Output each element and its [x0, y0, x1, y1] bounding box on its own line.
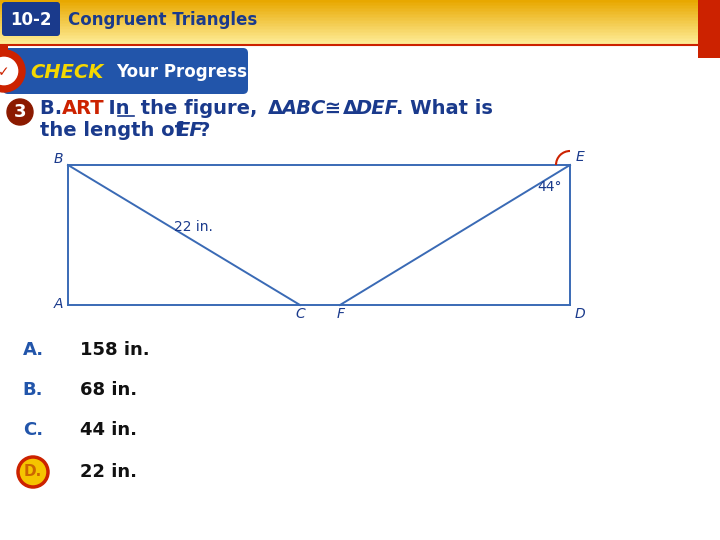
Bar [0, 3, 720, 4]
Circle shape [0, 57, 18, 85]
Text: ≅: ≅ [318, 98, 348, 118]
Bar [0, 45, 8, 60]
FancyBboxPatch shape [2, 2, 60, 36]
Bar [0, 12, 720, 14]
Text: Δ: Δ [343, 98, 358, 118]
Bar [0, 15, 720, 17]
Text: the figure,: the figure, [134, 98, 264, 118]
Text: 158 in.: 158 in. [80, 341, 150, 359]
Text: Δ: Δ [268, 98, 283, 118]
Bar [0, 39, 720, 40]
Bar [0, 29, 720, 30]
Text: F: F [337, 307, 345, 321]
Bar [0, 33, 720, 35]
Bar [0, 37, 720, 39]
Text: . What is: . What is [396, 98, 493, 118]
Text: D: D [575, 307, 585, 321]
Bar [0, 23, 720, 24]
Bar [0, 25, 720, 27]
Text: 22 in.: 22 in. [174, 220, 213, 234]
Text: E: E [576, 150, 585, 164]
Bar [0, 10, 720, 12]
Bar [0, 9, 720, 10]
Bar [0, 14, 720, 15]
Text: 3: 3 [14, 103, 26, 121]
Text: A: A [54, 297, 63, 311]
Bar [0, 4, 720, 6]
Text: 10-2: 10-2 [10, 11, 52, 29]
Bar [0, 42, 720, 44]
Text: B: B [54, 152, 63, 166]
Text: 68 in.: 68 in. [80, 381, 137, 399]
Bar [0, 35, 720, 36]
Text: DEF: DEF [356, 98, 399, 118]
Text: Congruent Triangles: Congruent Triangles [68, 11, 257, 29]
Text: ✓: ✓ [0, 65, 10, 79]
Bar [0, 8, 720, 9]
Bar [698, 0, 720, 58]
Text: CHECK: CHECK [30, 63, 104, 82]
Bar [0, 44, 720, 45]
Text: In: In [95, 98, 130, 118]
Text: ABC: ABC [281, 98, 325, 118]
Bar [0, 2, 720, 3]
Text: C: C [295, 307, 305, 321]
Bar [0, 0, 720, 2]
FancyBboxPatch shape [3, 48, 248, 94]
Text: D.: D. [24, 464, 42, 480]
Text: B.: B. [40, 98, 69, 118]
Bar [0, 27, 720, 29]
Bar [0, 19, 720, 21]
Text: the length of: the length of [40, 120, 190, 139]
Bar [0, 17, 720, 18]
Bar [0, 40, 720, 42]
Text: C.: C. [23, 421, 43, 439]
Text: ART: ART [62, 98, 104, 118]
Bar [0, 36, 720, 37]
Bar [0, 24, 720, 25]
Circle shape [0, 50, 25, 92]
Bar [0, 6, 720, 8]
Circle shape [18, 457, 48, 487]
Bar [0, 21, 720, 23]
Text: 44 in.: 44 in. [80, 421, 137, 439]
Bar [0, 18, 720, 19]
Bar [0, 31, 720, 33]
Text: EF: EF [177, 120, 204, 139]
Text: 22 in.: 22 in. [80, 463, 137, 481]
Text: A.: A. [22, 341, 44, 359]
Text: 44°: 44° [537, 180, 562, 194]
Bar [0, 30, 720, 31]
Circle shape [7, 99, 33, 125]
Text: B.: B. [23, 381, 43, 399]
Text: ?: ? [199, 120, 210, 139]
Text: Your Progress: Your Progress [116, 63, 247, 81]
